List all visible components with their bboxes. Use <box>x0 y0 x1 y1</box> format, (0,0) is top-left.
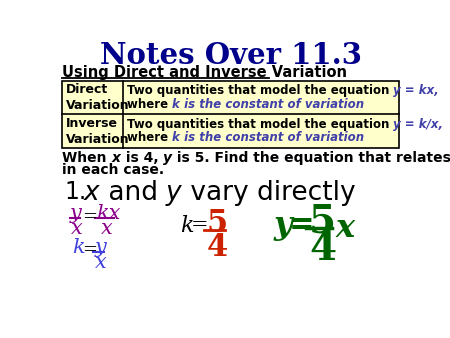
Text: Using Direct and Inverse Variation: Using Direct and Inverse Variation <box>63 65 347 80</box>
Text: 5: 5 <box>309 202 336 240</box>
Text: Two quantities that model the equation: Two quantities that model the equation <box>127 118 393 131</box>
Text: 4: 4 <box>207 232 228 263</box>
Text: x: x <box>71 219 83 238</box>
Text: y = kx,: y = kx, <box>393 84 439 97</box>
Text: and: and <box>100 180 166 206</box>
Text: y: y <box>163 151 172 165</box>
Text: vary directly: vary directly <box>182 180 356 206</box>
Text: is the constant of variation: is the constant of variation <box>180 131 364 144</box>
Text: in each case.: in each case. <box>63 163 165 177</box>
Text: y: y <box>95 238 107 257</box>
Text: k: k <box>172 98 180 111</box>
Text: y: y <box>70 204 82 223</box>
Text: =: = <box>191 215 209 234</box>
Text: x: x <box>335 213 355 244</box>
Text: =: = <box>289 210 315 241</box>
FancyBboxPatch shape <box>63 80 399 148</box>
Text: k: k <box>72 238 85 257</box>
Text: y: y <box>273 210 292 241</box>
Text: =: = <box>83 241 98 259</box>
Text: x: x <box>84 180 100 206</box>
Text: y = k/x,: y = k/x, <box>393 118 443 131</box>
Text: Two quantities that model the equation: Two quantities that model the equation <box>127 84 393 97</box>
Text: x: x <box>95 253 107 272</box>
Text: x: x <box>112 151 121 165</box>
Text: Direct
Variation: Direct Variation <box>66 83 129 112</box>
Text: =: = <box>83 209 98 226</box>
Text: k: k <box>172 131 180 144</box>
Text: is 5. Find the equation that relates: is 5. Find the equation that relates <box>172 151 450 165</box>
Text: x: x <box>101 219 113 238</box>
Text: is the constant of variation: is the constant of variation <box>180 98 364 111</box>
Text: where: where <box>127 98 172 111</box>
Text: When: When <box>63 151 112 165</box>
Text: where: where <box>127 131 172 144</box>
Text: Notes Over 11.3: Notes Over 11.3 <box>99 42 362 70</box>
Text: 5: 5 <box>207 209 228 239</box>
Text: kx: kx <box>97 204 121 223</box>
Text: Inverse
Variation: Inverse Variation <box>66 117 129 146</box>
Text: is 4,: is 4, <box>121 151 163 165</box>
Text: y: y <box>166 180 182 206</box>
Text: 1.: 1. <box>64 180 86 204</box>
Text: k: k <box>180 215 194 237</box>
Text: 4: 4 <box>309 230 336 268</box>
